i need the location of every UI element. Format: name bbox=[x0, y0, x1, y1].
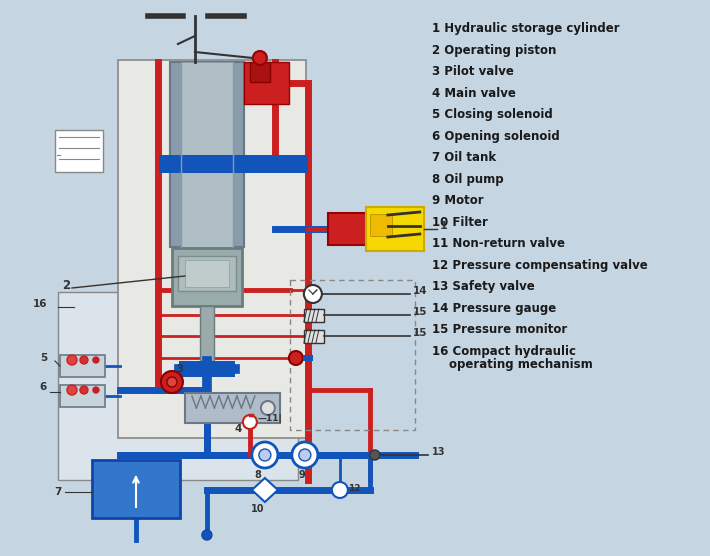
Text: 14: 14 bbox=[413, 286, 427, 296]
Text: 3: 3 bbox=[176, 364, 182, 374]
Circle shape bbox=[202, 530, 212, 540]
Text: 9: 9 bbox=[298, 470, 305, 480]
Bar bbox=[172, 248, 242, 306]
Circle shape bbox=[332, 482, 348, 498]
Bar bbox=[159, 155, 308, 173]
Text: 6: 6 bbox=[40, 382, 47, 392]
Bar bbox=[303, 355, 313, 361]
Circle shape bbox=[370, 450, 380, 460]
Circle shape bbox=[93, 387, 99, 393]
Bar bbox=[304, 309, 324, 322]
Bar bbox=[290, 280, 415, 430]
Circle shape bbox=[253, 51, 267, 65]
Bar bbox=[185, 393, 280, 423]
Text: 15: 15 bbox=[413, 328, 427, 338]
Circle shape bbox=[304, 285, 322, 303]
Bar bbox=[60, 355, 105, 377]
Text: —11|: —11| bbox=[258, 414, 283, 423]
Text: 9 Motor: 9 Motor bbox=[432, 194, 484, 207]
Text: 2 Operating piston: 2 Operating piston bbox=[432, 43, 556, 57]
Text: 15: 15 bbox=[413, 307, 427, 317]
Bar bbox=[55, 130, 103, 172]
Text: 3 Pilot valve: 3 Pilot valve bbox=[432, 65, 514, 78]
Bar bbox=[178, 256, 236, 291]
Polygon shape bbox=[252, 478, 278, 502]
Bar bbox=[328, 213, 366, 245]
Text: 5: 5 bbox=[40, 353, 47, 363]
Circle shape bbox=[80, 386, 88, 394]
Text: operating mechanism: operating mechanism bbox=[449, 358, 593, 370]
Circle shape bbox=[167, 377, 177, 387]
Circle shape bbox=[80, 356, 88, 364]
Circle shape bbox=[252, 442, 278, 468]
Text: 1 Hydraulic storage cylinder: 1 Hydraulic storage cylinder bbox=[432, 22, 619, 35]
Bar bbox=[244, 62, 289, 104]
Bar bbox=[250, 62, 270, 82]
Circle shape bbox=[259, 449, 271, 461]
Circle shape bbox=[67, 355, 77, 365]
Text: 11 Non-return valve: 11 Non-return valve bbox=[432, 237, 565, 250]
Bar bbox=[181, 62, 233, 247]
Text: 2: 2 bbox=[62, 279, 70, 291]
Bar bbox=[370, 214, 392, 236]
Bar bbox=[58, 292, 298, 480]
Text: 8: 8 bbox=[254, 470, 261, 480]
Bar bbox=[179, 361, 235, 377]
Bar bbox=[60, 385, 105, 407]
Bar bbox=[304, 330, 324, 343]
Text: 16 Compact hydraulic: 16 Compact hydraulic bbox=[432, 345, 576, 358]
Text: 13 Safety valve: 13 Safety valve bbox=[432, 280, 535, 293]
Bar bbox=[170, 62, 244, 247]
Text: 15 Pressure monitor: 15 Pressure monitor bbox=[432, 323, 567, 336]
Circle shape bbox=[289, 351, 303, 365]
Circle shape bbox=[161, 371, 183, 393]
Text: 5 Closing solenoid: 5 Closing solenoid bbox=[432, 108, 552, 121]
Text: 1: 1 bbox=[439, 221, 447, 231]
Circle shape bbox=[67, 385, 77, 395]
Text: 16: 16 bbox=[33, 299, 47, 309]
Text: 7: 7 bbox=[55, 487, 62, 497]
Text: 10 Filter: 10 Filter bbox=[432, 216, 488, 229]
Text: 4: 4 bbox=[234, 424, 241, 434]
Text: 8 Oil pump: 8 Oil pump bbox=[432, 172, 503, 186]
Circle shape bbox=[243, 415, 257, 429]
Circle shape bbox=[299, 449, 311, 461]
Text: 10: 10 bbox=[251, 504, 265, 514]
Text: 14 Pressure gauge: 14 Pressure gauge bbox=[432, 301, 556, 315]
Text: 12 Pressure compensating valve: 12 Pressure compensating valve bbox=[432, 259, 648, 271]
Circle shape bbox=[261, 401, 275, 415]
Text: 12: 12 bbox=[348, 484, 361, 493]
Text: 6 Opening solenoid: 6 Opening solenoid bbox=[432, 130, 559, 142]
Bar bbox=[92, 460, 180, 518]
Circle shape bbox=[93, 357, 99, 363]
Text: 4 Main valve: 4 Main valve bbox=[432, 87, 515, 100]
Circle shape bbox=[292, 442, 318, 468]
Bar bbox=[366, 207, 424, 251]
Text: 7 Oil tank: 7 Oil tank bbox=[432, 151, 496, 164]
Bar bbox=[185, 260, 229, 287]
Text: 13: 13 bbox=[432, 447, 445, 457]
Bar bbox=[200, 306, 214, 361]
Bar bbox=[118, 60, 306, 438]
